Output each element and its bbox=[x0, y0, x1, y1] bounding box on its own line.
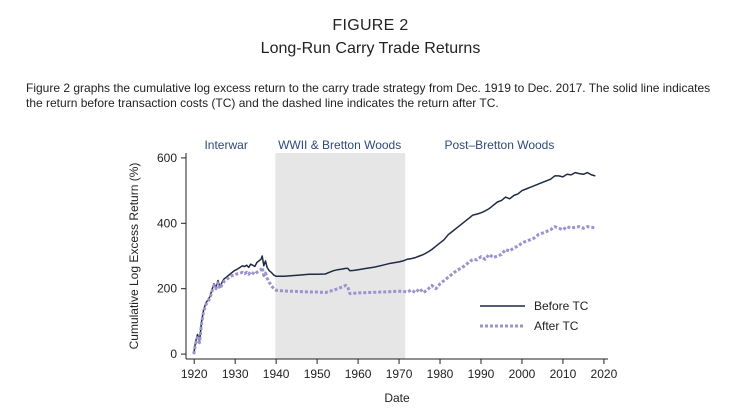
period-label: WWII & Bretton Woods bbox=[278, 138, 401, 152]
x-tick-label: 1940 bbox=[263, 367, 290, 381]
axes-layer bbox=[185, 153, 608, 360]
x-tick-label: 1920 bbox=[181, 367, 208, 381]
legend-label-before-tc: Before TC bbox=[534, 299, 589, 313]
period-label: Interwar bbox=[204, 138, 247, 152]
x-tick-label: 1990 bbox=[468, 367, 495, 381]
figure-label: FIGURE 2 bbox=[332, 17, 409, 34]
legend-label-after-tc: After TC bbox=[534, 319, 579, 333]
bretton-woods-shade bbox=[275, 153, 406, 359]
x-tick-label: 1980 bbox=[427, 367, 454, 381]
series-line-before-tc bbox=[193, 171, 596, 355]
y-tick-label: 400 bbox=[157, 216, 177, 230]
x-tick-label: 2000 bbox=[509, 367, 536, 381]
y-tick-label: 0 bbox=[170, 347, 177, 361]
series-layer bbox=[192, 171, 596, 355]
x-tick-label: 1950 bbox=[304, 367, 331, 381]
period-label: Post–Bretton Woods bbox=[445, 138, 555, 152]
series-line-after-tc bbox=[192, 225, 596, 355]
x-tick-label: 2020 bbox=[591, 367, 618, 381]
x-tick-label: 2010 bbox=[550, 367, 577, 381]
x-tick-label: 1960 bbox=[345, 367, 372, 381]
y-tick-label: 200 bbox=[157, 282, 177, 296]
x-tick-label: 1930 bbox=[222, 367, 249, 381]
y-axis-title: Cumulative Log Excess Return (%) bbox=[127, 163, 141, 350]
period-layer: Interwar WWII & Bretton Woods Post–Bretton… bbox=[204, 138, 554, 152]
x-axis-title: Date bbox=[384, 391, 410, 405]
legend: Before TC After TC bbox=[480, 299, 589, 333]
figure-caption: Figure 2 graphs the cumulative log exces… bbox=[26, 81, 711, 110]
shade-layer bbox=[275, 153, 406, 359]
tick-layer: 1920 1930 1940 1950 1960 1970 1980 1990 2000 2010… bbox=[157, 151, 618, 381]
y-tick-label: 600 bbox=[157, 151, 177, 165]
figure-title: Long-Run Carry Trade Returns bbox=[260, 40, 481, 57]
x-tick-label: 1970 bbox=[386, 367, 413, 381]
